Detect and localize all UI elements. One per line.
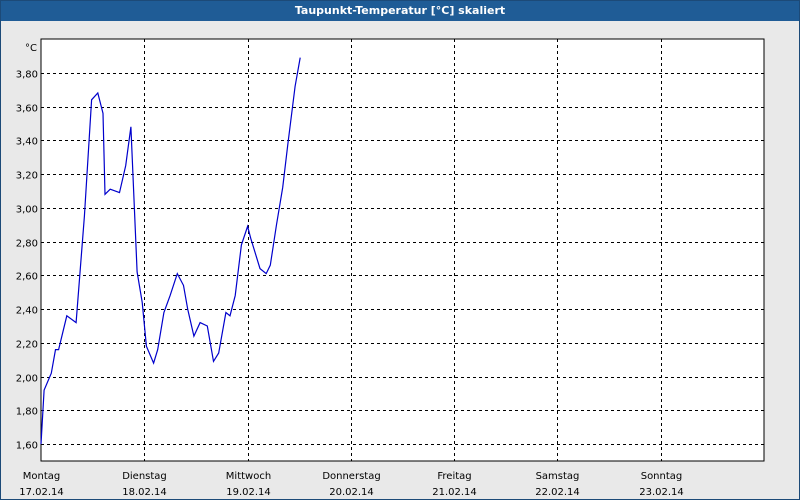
window-title: Taupunkt-Temperatur [°C] skaliert [1,1,799,21]
x-tick-label-day: Sonntag [641,471,683,482]
y-tick-label: 1,80 [16,407,38,418]
y-tick-label: 2,20 [16,340,38,351]
y-tick-label: 2,00 [16,374,38,385]
y-tick-label: 3,60 [16,104,38,115]
x-tick-label-date: 23.02.14 [639,487,684,498]
y-tick-label: 2,60 [16,272,38,283]
x-tick-label-day: Mittwoch [226,471,271,482]
x-tick-label-date: 18.02.14 [122,487,167,498]
x-tick-label-date: 22.02.14 [535,487,580,498]
y-axis-label: °C [25,43,37,54]
y-tick-label: 1,60 [16,441,38,452]
y-tick-label: 3,80 [16,70,38,81]
x-tick-label-day: Freitag [437,471,471,482]
x-tick-label-day: Montag [23,471,60,482]
y-tick-label: 3,40 [16,137,38,148]
y-tick-label: 2,80 [16,239,38,250]
y-tick-label: 3,00 [16,205,38,216]
plot-area [40,38,765,462]
x-tick-label-date: 19.02.14 [226,487,271,498]
x-tick-label-date: 17.02.14 [19,487,64,498]
x-tick-label-day: Samstag [536,471,580,482]
y-tick-label: 2,40 [16,306,38,317]
x-tick-label-day: Dienstag [122,471,167,482]
x-tick-label-date: 20.02.14 [329,487,374,498]
x-tick-label-day: Donnerstag [322,471,380,482]
series-line [40,57,301,445]
y-tick-label: 3,20 [16,171,38,182]
x-tick-label-date: 21.02.14 [432,487,477,498]
